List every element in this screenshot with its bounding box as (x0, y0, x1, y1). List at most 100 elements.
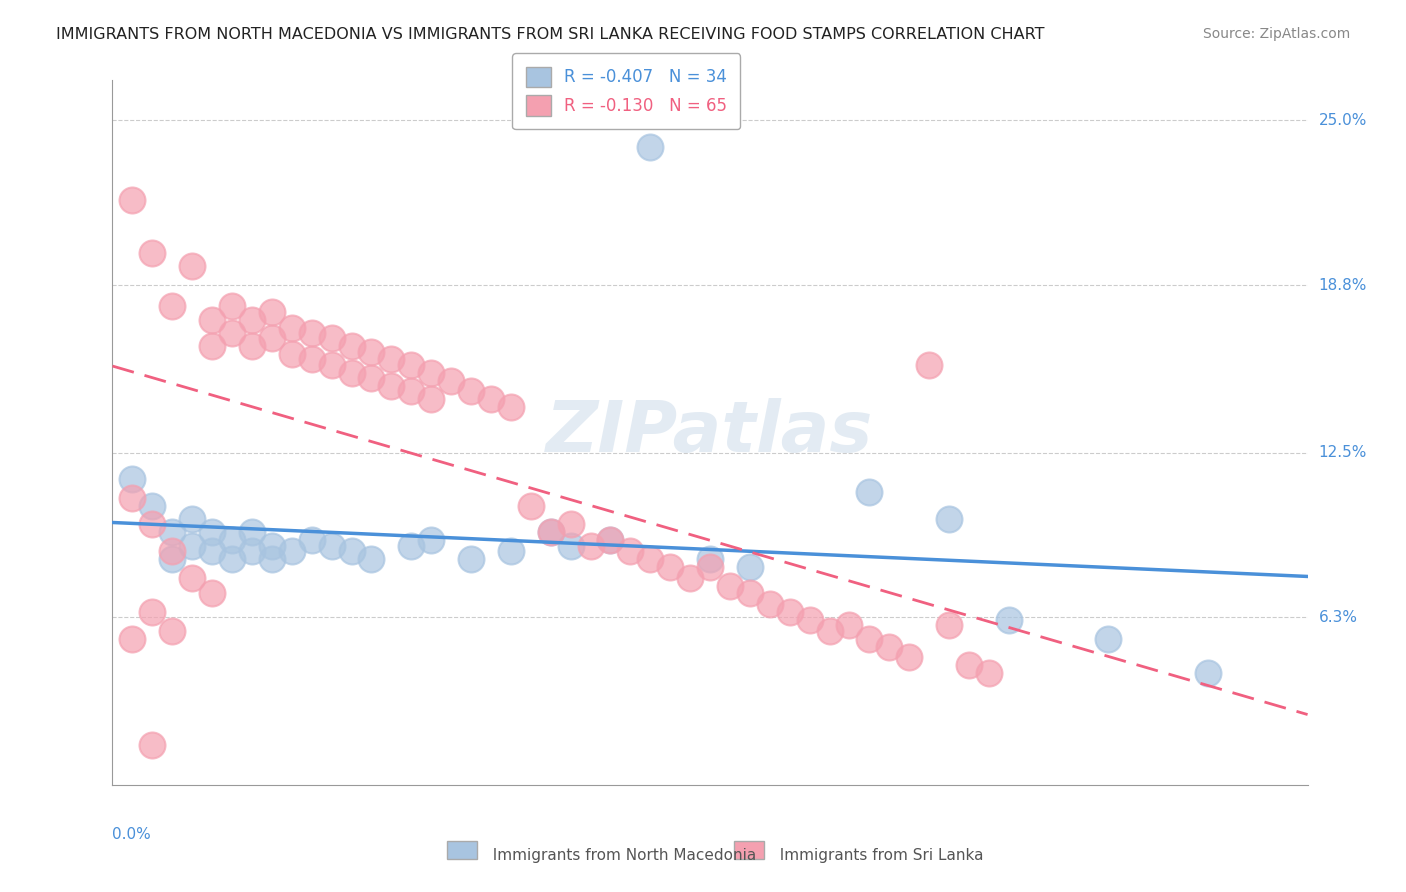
Point (759, 597, 782, 611)
Point (181, 570, 204, 584)
Point (301, 352, 323, 367)
Point (779, 605, 801, 619)
Point (162, 299, 183, 313)
Point (240, 525, 263, 540)
Point (121, 193, 143, 207)
Text: 12.5%: 12.5% (1319, 445, 1367, 460)
Point (718, 578, 741, 592)
Point (640, 140, 662, 154)
Point (479, 392, 502, 407)
Point (420, 533, 443, 548)
Point (281, 544, 304, 558)
Point (599, 533, 621, 548)
Point (679, 570, 702, 584)
Point (858, 632, 880, 646)
Text: Immigrants from Sri Lanka: Immigrants from Sri Lanka (770, 848, 983, 863)
Point (460, 384, 482, 399)
Point (560, 517, 582, 532)
Point (162, 525, 183, 540)
Point (401, 384, 423, 399)
Point (420, 366, 443, 380)
Point (340, 339, 363, 353)
Point (240, 312, 263, 326)
Text: ZIPatlas: ZIPatlas (547, 398, 873, 467)
Text: Immigrants from North Macedonia: Immigrants from North Macedonia (484, 848, 756, 863)
Point (938, 618, 960, 632)
Point (838, 618, 860, 632)
Point (918, 358, 941, 372)
Point (260, 304, 283, 318)
Point (201, 312, 224, 326)
Point (221, 552, 243, 566)
Point (640, 552, 662, 566)
Point (699, 560, 721, 574)
Point (360, 552, 382, 566)
Point (301, 533, 323, 548)
Point (301, 326, 323, 340)
Point (181, 512, 204, 526)
Point (440, 374, 463, 388)
Legend: R = -0.407   N = 34, R = -0.130   N = 65: R = -0.407 N = 34, R = -0.130 N = 65 (512, 54, 741, 129)
Point (260, 552, 283, 566)
Point (321, 331, 343, 345)
Point (420, 392, 443, 407)
Point (401, 358, 423, 372)
Point (162, 552, 183, 566)
Point (977, 666, 1000, 681)
Point (619, 544, 641, 558)
FancyBboxPatch shape (734, 841, 763, 859)
Point (260, 331, 283, 345)
Point (321, 358, 343, 372)
Point (201, 586, 224, 600)
Point (1197, 666, 1219, 681)
Point (799, 613, 821, 627)
Point (540, 525, 562, 540)
Point (121, 472, 143, 486)
Point (360, 371, 382, 385)
Point (221, 299, 243, 313)
Point (201, 544, 224, 558)
Text: 25.0%: 25.0% (1319, 112, 1367, 128)
Point (898, 650, 921, 665)
Point (281, 347, 304, 361)
Point (738, 586, 761, 600)
Point (201, 339, 224, 353)
Point (360, 344, 382, 359)
Point (260, 539, 283, 553)
Point (141, 246, 163, 260)
Point (957, 658, 980, 673)
Point (141, 499, 163, 513)
Point (380, 352, 402, 367)
Point (499, 544, 522, 558)
Point (540, 525, 562, 540)
Point (938, 512, 960, 526)
Point (181, 539, 204, 553)
Point (380, 379, 402, 393)
Point (1097, 632, 1119, 646)
Point (141, 517, 163, 532)
Point (281, 320, 304, 334)
Point (818, 624, 841, 638)
Text: 0.0%: 0.0% (112, 827, 152, 842)
Point (121, 491, 143, 505)
Point (560, 539, 582, 553)
Point (340, 544, 363, 558)
Point (998, 613, 1021, 627)
Point (858, 485, 880, 500)
Point (240, 339, 263, 353)
Point (340, 366, 363, 380)
FancyBboxPatch shape (447, 841, 477, 859)
Point (162, 544, 183, 558)
Text: IMMIGRANTS FROM NORTH MACEDONIA VS IMMIGRANTS FROM SRI LANKA RECEIVING FOOD STAM: IMMIGRANTS FROM NORTH MACEDONIA VS IMMIG… (56, 27, 1045, 42)
Point (699, 552, 721, 566)
Point (240, 544, 263, 558)
Point (401, 539, 423, 553)
Point (181, 260, 204, 274)
Point (201, 525, 224, 540)
Point (162, 624, 183, 638)
Point (221, 533, 243, 548)
Point (738, 560, 761, 574)
Point (221, 326, 243, 340)
Point (321, 539, 343, 553)
Point (460, 552, 482, 566)
